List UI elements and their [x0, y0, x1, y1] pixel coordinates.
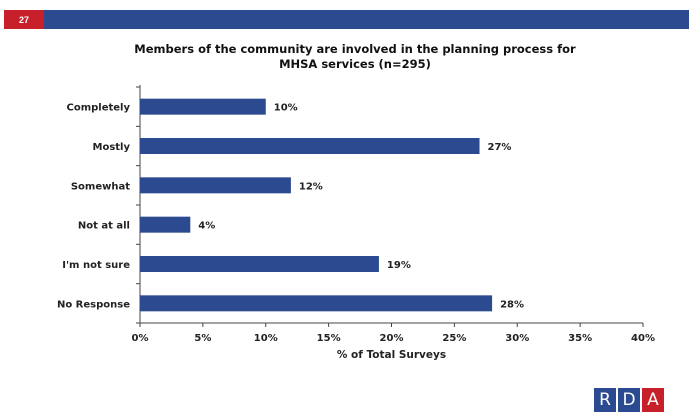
chart-title: Members of the community are involved in… — [90, 42, 620, 72]
x-tick-label: 20% — [380, 333, 404, 344]
category-label: Mostly — [93, 142, 131, 153]
chart-title-line-1: Members of the community are involved in… — [134, 42, 576, 56]
x-tick-label: 30% — [505, 333, 529, 344]
data-label: 12% — [299, 181, 323, 192]
page-number-badge: 27 — [4, 10, 44, 29]
bar-somewhat — [140, 177, 291, 194]
x-axis-title: % of Total Surveys — [337, 349, 446, 361]
logo-letter-a: A — [642, 388, 664, 412]
x-tick-label: 25% — [442, 333, 466, 344]
bar-mostly — [140, 138, 480, 154]
category-label: Somewhat — [71, 181, 130, 192]
data-label: 28% — [500, 299, 524, 310]
category-label: I'm not sure — [62, 260, 130, 271]
bar-completely — [140, 98, 266, 115]
chart-title-line-2: MHSA services (n=295) — [279, 57, 431, 71]
x-tick-label: 15% — [317, 333, 341, 344]
x-tick-label: 35% — [568, 333, 592, 344]
logo-letter-d: D — [618, 388, 640, 412]
x-tick-label: 40% — [631, 333, 655, 344]
data-label: 19% — [387, 260, 411, 271]
bar-no-response — [140, 295, 493, 312]
data-label: 27% — [488, 142, 512, 153]
logo-letter-r: R — [594, 388, 616, 412]
x-tick-label: 5% — [194, 333, 211, 344]
header-bar — [4, 10, 689, 29]
category-label: No Response — [57, 299, 130, 310]
category-label: Completely — [66, 103, 130, 114]
category-label: Not at all — [78, 221, 130, 232]
x-tick-label: 10% — [254, 333, 278, 344]
bar-i-m-not-sure — [140, 256, 379, 272]
data-label: 10% — [274, 103, 298, 114]
bar-not-at-all — [140, 216, 191, 233]
x-tick-label: 0% — [132, 333, 149, 344]
data-label: 4% — [198, 221, 215, 232]
